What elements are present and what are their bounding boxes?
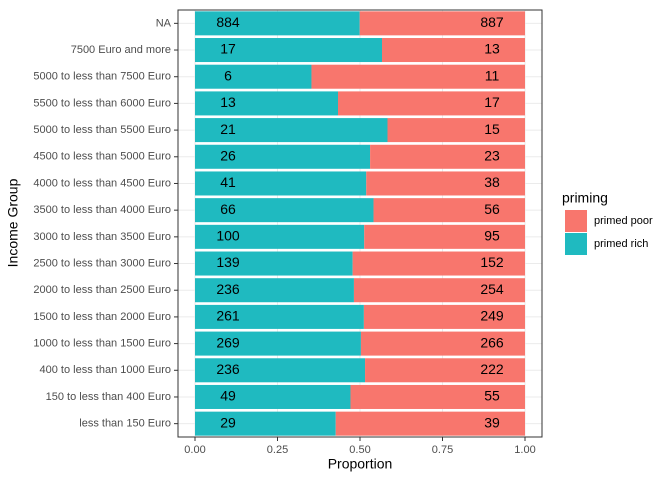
y-tick-label: 2000 to less than 2500 Euro <box>33 284 171 296</box>
data-label: 6 <box>224 67 232 83</box>
data-label: 222 <box>480 361 504 377</box>
x-tick-label: 0.00 <box>184 444 205 456</box>
data-label: 56 <box>484 201 500 217</box>
data-label: 261 <box>216 308 240 324</box>
data-label: 100 <box>216 228 240 244</box>
bar-segment <box>195 64 312 89</box>
bar-segment <box>195 224 365 249</box>
data-label: 884 <box>216 14 240 30</box>
y-tick-label: 1000 to less than 1500 Euro <box>33 338 171 350</box>
data-label: 21 <box>220 121 236 137</box>
bar-segment <box>195 304 364 329</box>
y-tick-label: 5000 to less than 5500 Euro <box>33 124 171 136</box>
bar-segment <box>195 331 361 356</box>
data-label: 55 <box>484 388 500 404</box>
y-tick-label: 2500 to less than 3000 Euro <box>33 257 171 269</box>
data-label: 26 <box>220 147 236 163</box>
bar-segment <box>195 251 353 276</box>
bar-segment <box>311 64 525 89</box>
bar-segment <box>195 144 371 169</box>
data-label: 139 <box>216 254 240 270</box>
bar-segment <box>363 304 525 329</box>
x-axis-title: Proportion <box>328 456 393 472</box>
data-label: 66 <box>220 201 236 217</box>
y-tick-label: 4500 to less than 5000 Euro <box>33 151 171 163</box>
data-label: 38 <box>484 174 500 190</box>
bar-segment <box>350 384 525 409</box>
y-axis-title: Income Group <box>5 178 21 267</box>
bar-segment <box>352 251 525 276</box>
bar-segment <box>195 384 351 409</box>
plot-border <box>177 9 543 438</box>
bar-segment <box>364 224 525 249</box>
y-tick-label: NA <box>156 17 172 29</box>
data-label: 49 <box>220 388 236 404</box>
bar-segment <box>382 38 525 63</box>
bar-segment <box>338 91 525 116</box>
x-tick-label: 1.00 <box>514 444 535 456</box>
x-tick-label: 0.50 <box>349 444 370 456</box>
y-tick-label: 3000 to less than 3500 Euro <box>33 231 171 243</box>
x-tick-label: 0.25 <box>267 444 288 456</box>
y-tick-label: 3500 to less than 4000 Euro <box>33 204 171 216</box>
data-label: 39 <box>484 414 500 430</box>
bar-segment <box>359 11 525 36</box>
data-label: 254 <box>480 281 504 297</box>
y-tick-label: less than 150 Euro <box>79 418 171 430</box>
data-label: 17 <box>220 41 236 57</box>
data-label: 887 <box>480 14 504 30</box>
y-tick-label: 400 to less than 1000 Euro <box>40 364 171 376</box>
data-label: 23 <box>484 147 500 163</box>
data-label: 13 <box>484 41 500 57</box>
data-label: 11 <box>485 67 500 83</box>
y-tick-label: 4000 to less than 4500 Euro <box>33 177 171 189</box>
data-label: 152 <box>480 254 504 270</box>
bar-segment <box>387 118 525 143</box>
data-label: 236 <box>216 281 240 297</box>
data-label: 29 <box>220 414 236 430</box>
data-label: 15 <box>484 121 500 137</box>
legend-key <box>565 233 587 255</box>
bar-segment <box>195 278 354 303</box>
y-tick-label: 5000 to less than 7500 Euro <box>33 71 171 83</box>
bar-segment <box>195 198 374 223</box>
bar-segment <box>195 358 366 383</box>
legend-key <box>565 210 587 232</box>
y-tick-label: 150 to less than 400 Euro <box>46 391 171 403</box>
bar-segment <box>360 331 525 356</box>
bar-segment <box>195 91 338 116</box>
bar-segment <box>195 38 382 63</box>
data-label: 236 <box>216 361 240 377</box>
data-label: 13 <box>220 94 236 110</box>
data-label: 269 <box>216 334 240 350</box>
legend-label: primed poor <box>594 215 653 227</box>
bar-segment <box>366 171 525 196</box>
data-label: 249 <box>480 308 504 324</box>
data-label: 95 <box>484 228 500 244</box>
bar-segment <box>365 358 525 383</box>
bar-segment <box>195 171 367 196</box>
legend-title: priming <box>562 190 608 206</box>
y-tick-label: 7500 Euro and more <box>71 44 171 56</box>
bar-segment <box>370 144 525 169</box>
bar-segment <box>335 411 525 436</box>
data-label: 17 <box>484 94 500 110</box>
bar-segment <box>353 278 525 303</box>
bar-segment <box>195 118 388 143</box>
data-label: 41 <box>220 174 236 190</box>
legend-label: primed rich <box>594 238 648 250</box>
bar-segment <box>195 11 360 36</box>
data-label: 266 <box>480 334 504 350</box>
x-tick-label: 0.75 <box>432 444 453 456</box>
bar-segment <box>195 411 336 436</box>
bar-segment <box>373 198 525 223</box>
y-tick-label: 1500 to less than 2000 Euro <box>33 311 171 323</box>
y-tick-label: 5500 to less than 6000 Euro <box>33 97 171 109</box>
